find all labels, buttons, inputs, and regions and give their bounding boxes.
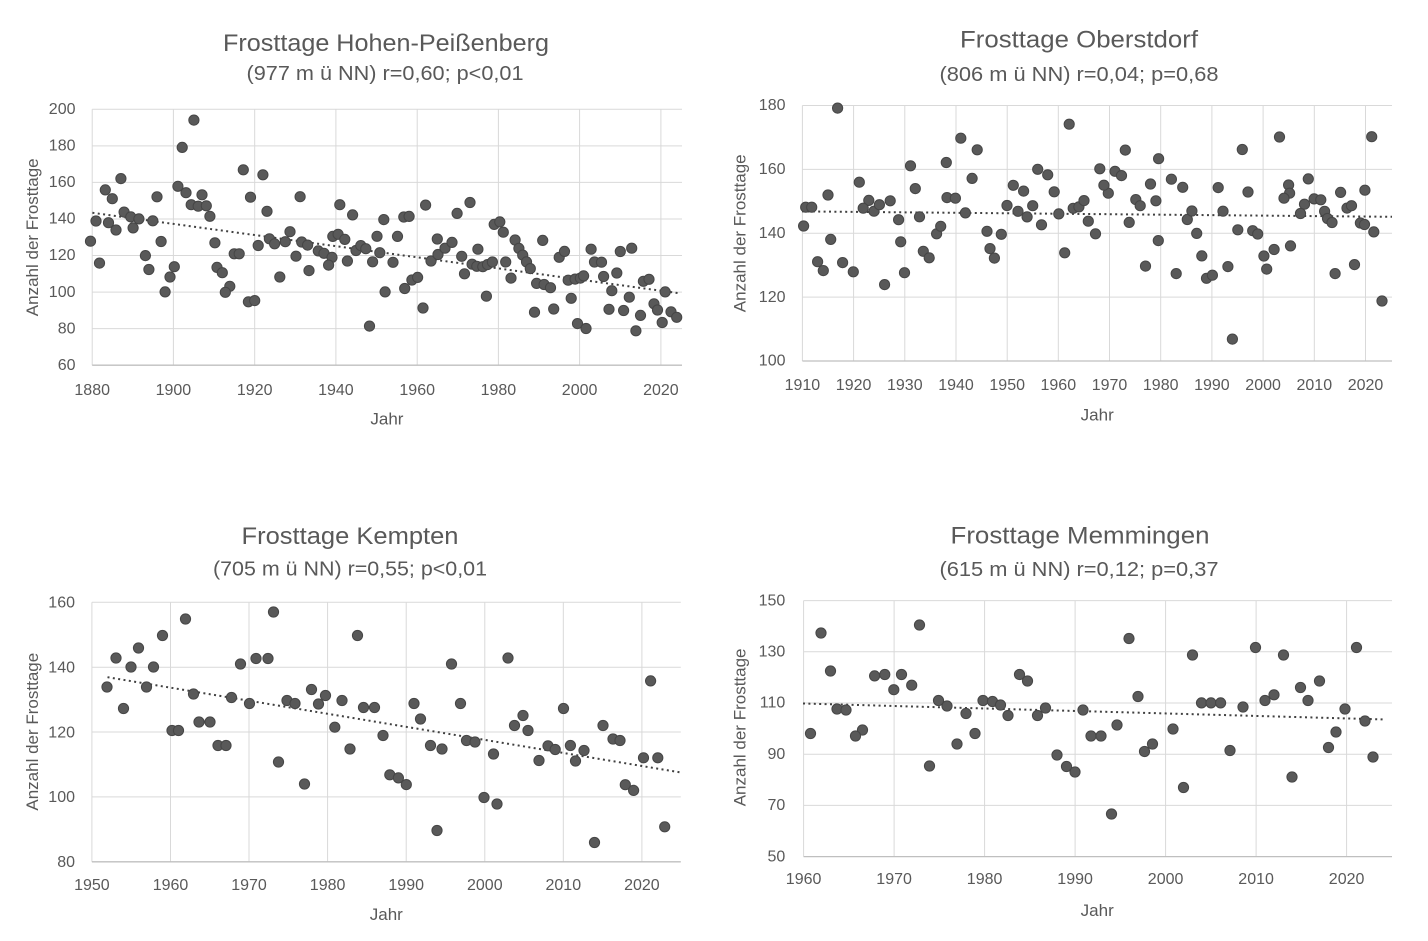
svg-text:200: 200 — [49, 101, 76, 118]
svg-text:(977 m ü NN) r=0,60; p<0,01: (977 m ü NN) r=0,60; p<0,01 — [247, 63, 524, 85]
svg-text:1970: 1970 — [876, 871, 912, 888]
svg-text:1880: 1880 — [74, 382, 110, 399]
svg-text:160: 160 — [49, 174, 76, 191]
svg-text:1930: 1930 — [887, 377, 923, 394]
svg-text:180: 180 — [759, 97, 786, 114]
svg-text:100: 100 — [48, 789, 75, 806]
svg-text:1980: 1980 — [1143, 377, 1179, 394]
svg-text:1900: 1900 — [156, 382, 192, 399]
svg-text:1970: 1970 — [231, 877, 267, 894]
svg-text:2010: 2010 — [1238, 871, 1274, 888]
svg-text:1940: 1940 — [318, 382, 354, 399]
svg-text:1980: 1980 — [481, 382, 517, 399]
svg-text:2020: 2020 — [624, 877, 660, 894]
svg-text:80: 80 — [58, 320, 76, 337]
svg-text:1960: 1960 — [399, 382, 435, 399]
svg-text:(705 m ü NN) r=0,55; p<0,01: (705 m ü NN) r=0,55; p<0,01 — [213, 559, 487, 581]
svg-text:2010: 2010 — [546, 877, 582, 894]
svg-text:1980: 1980 — [310, 877, 346, 894]
svg-text:Frosttage Memmingen: Frosttage Memmingen — [951, 523, 1210, 550]
svg-text:1920: 1920 — [237, 382, 273, 399]
svg-text:1990: 1990 — [1057, 871, 1093, 888]
svg-text:100: 100 — [759, 353, 786, 370]
svg-text:1910: 1910 — [785, 377, 821, 394]
svg-text:Jahr: Jahr — [370, 905, 403, 924]
svg-text:2000: 2000 — [1245, 377, 1281, 394]
svg-text:1950: 1950 — [989, 377, 1025, 394]
svg-text:110: 110 — [760, 695, 786, 712]
svg-text:140: 140 — [48, 660, 75, 677]
svg-text:Jahr: Jahr — [1081, 901, 1114, 920]
svg-text:Jahr: Jahr — [1081, 406, 1114, 425]
svg-text:(615 m ü NN) r=0,12; p=0,37: (615 m ü NN) r=0,12; p=0,37 — [940, 559, 1219, 581]
svg-text:120: 120 — [48, 724, 75, 741]
svg-text:1990: 1990 — [1194, 377, 1230, 394]
svg-text:1960: 1960 — [153, 877, 189, 894]
svg-text:(806 m ü NN) r=0,04; p=0,68: (806 m ü NN) r=0,04; p=0,68 — [940, 64, 1219, 86]
svg-text:1970: 1970 — [1092, 377, 1128, 394]
svg-text:100: 100 — [49, 284, 76, 301]
svg-text:160: 160 — [48, 595, 75, 612]
svg-text:Anzahl der Frosttage: Anzahl der Frosttage — [23, 158, 42, 316]
svg-text:140: 140 — [49, 211, 76, 228]
svg-text:1950: 1950 — [74, 877, 110, 894]
svg-text:130: 130 — [759, 644, 786, 661]
svg-text:Frosttage Oberstdorf: Frosttage Oberstdorf — [960, 27, 1198, 54]
svg-text:120: 120 — [759, 289, 786, 306]
svg-text:1990: 1990 — [388, 877, 424, 894]
svg-text:2000: 2000 — [1148, 871, 1184, 888]
svg-text:120: 120 — [49, 247, 76, 264]
svg-text:1960: 1960 — [1041, 377, 1077, 394]
svg-text:1920: 1920 — [836, 377, 872, 394]
svg-text:2020: 2020 — [1329, 871, 1365, 888]
svg-text:Anzahl der Frosttage: Anzahl der Frosttage — [730, 648, 749, 806]
svg-text:Anzahl der Frosttage: Anzahl der Frosttage — [23, 653, 42, 811]
svg-text:1940: 1940 — [938, 377, 974, 394]
svg-text:2000: 2000 — [467, 877, 503, 894]
svg-text:60: 60 — [58, 357, 76, 374]
svg-text:1980: 1980 — [967, 871, 1003, 888]
svg-text:50: 50 — [768, 848, 786, 865]
svg-text:70: 70 — [768, 797, 786, 814]
svg-text:Frosttage Hohen-Peißenberg: Frosttage Hohen-Peißenberg — [223, 30, 549, 57]
svg-text:2020: 2020 — [1348, 377, 1384, 394]
svg-text:Frosttage Kempten: Frosttage Kempten — [242, 523, 459, 550]
svg-text:2010: 2010 — [1297, 377, 1333, 394]
svg-text:Jahr: Jahr — [370, 410, 403, 429]
svg-text:2020: 2020 — [643, 382, 679, 399]
svg-text:160: 160 — [759, 161, 786, 178]
svg-text:1960: 1960 — [786, 871, 822, 888]
svg-text:150: 150 — [759, 592, 786, 609]
svg-text:180: 180 — [49, 138, 76, 155]
svg-text:90: 90 — [768, 746, 786, 763]
svg-text:2000: 2000 — [562, 382, 598, 399]
svg-text:Anzahl der Frosttage: Anzahl der Frosttage — [730, 154, 749, 312]
svg-text:140: 140 — [759, 225, 786, 242]
svg-text:80: 80 — [57, 854, 75, 871]
